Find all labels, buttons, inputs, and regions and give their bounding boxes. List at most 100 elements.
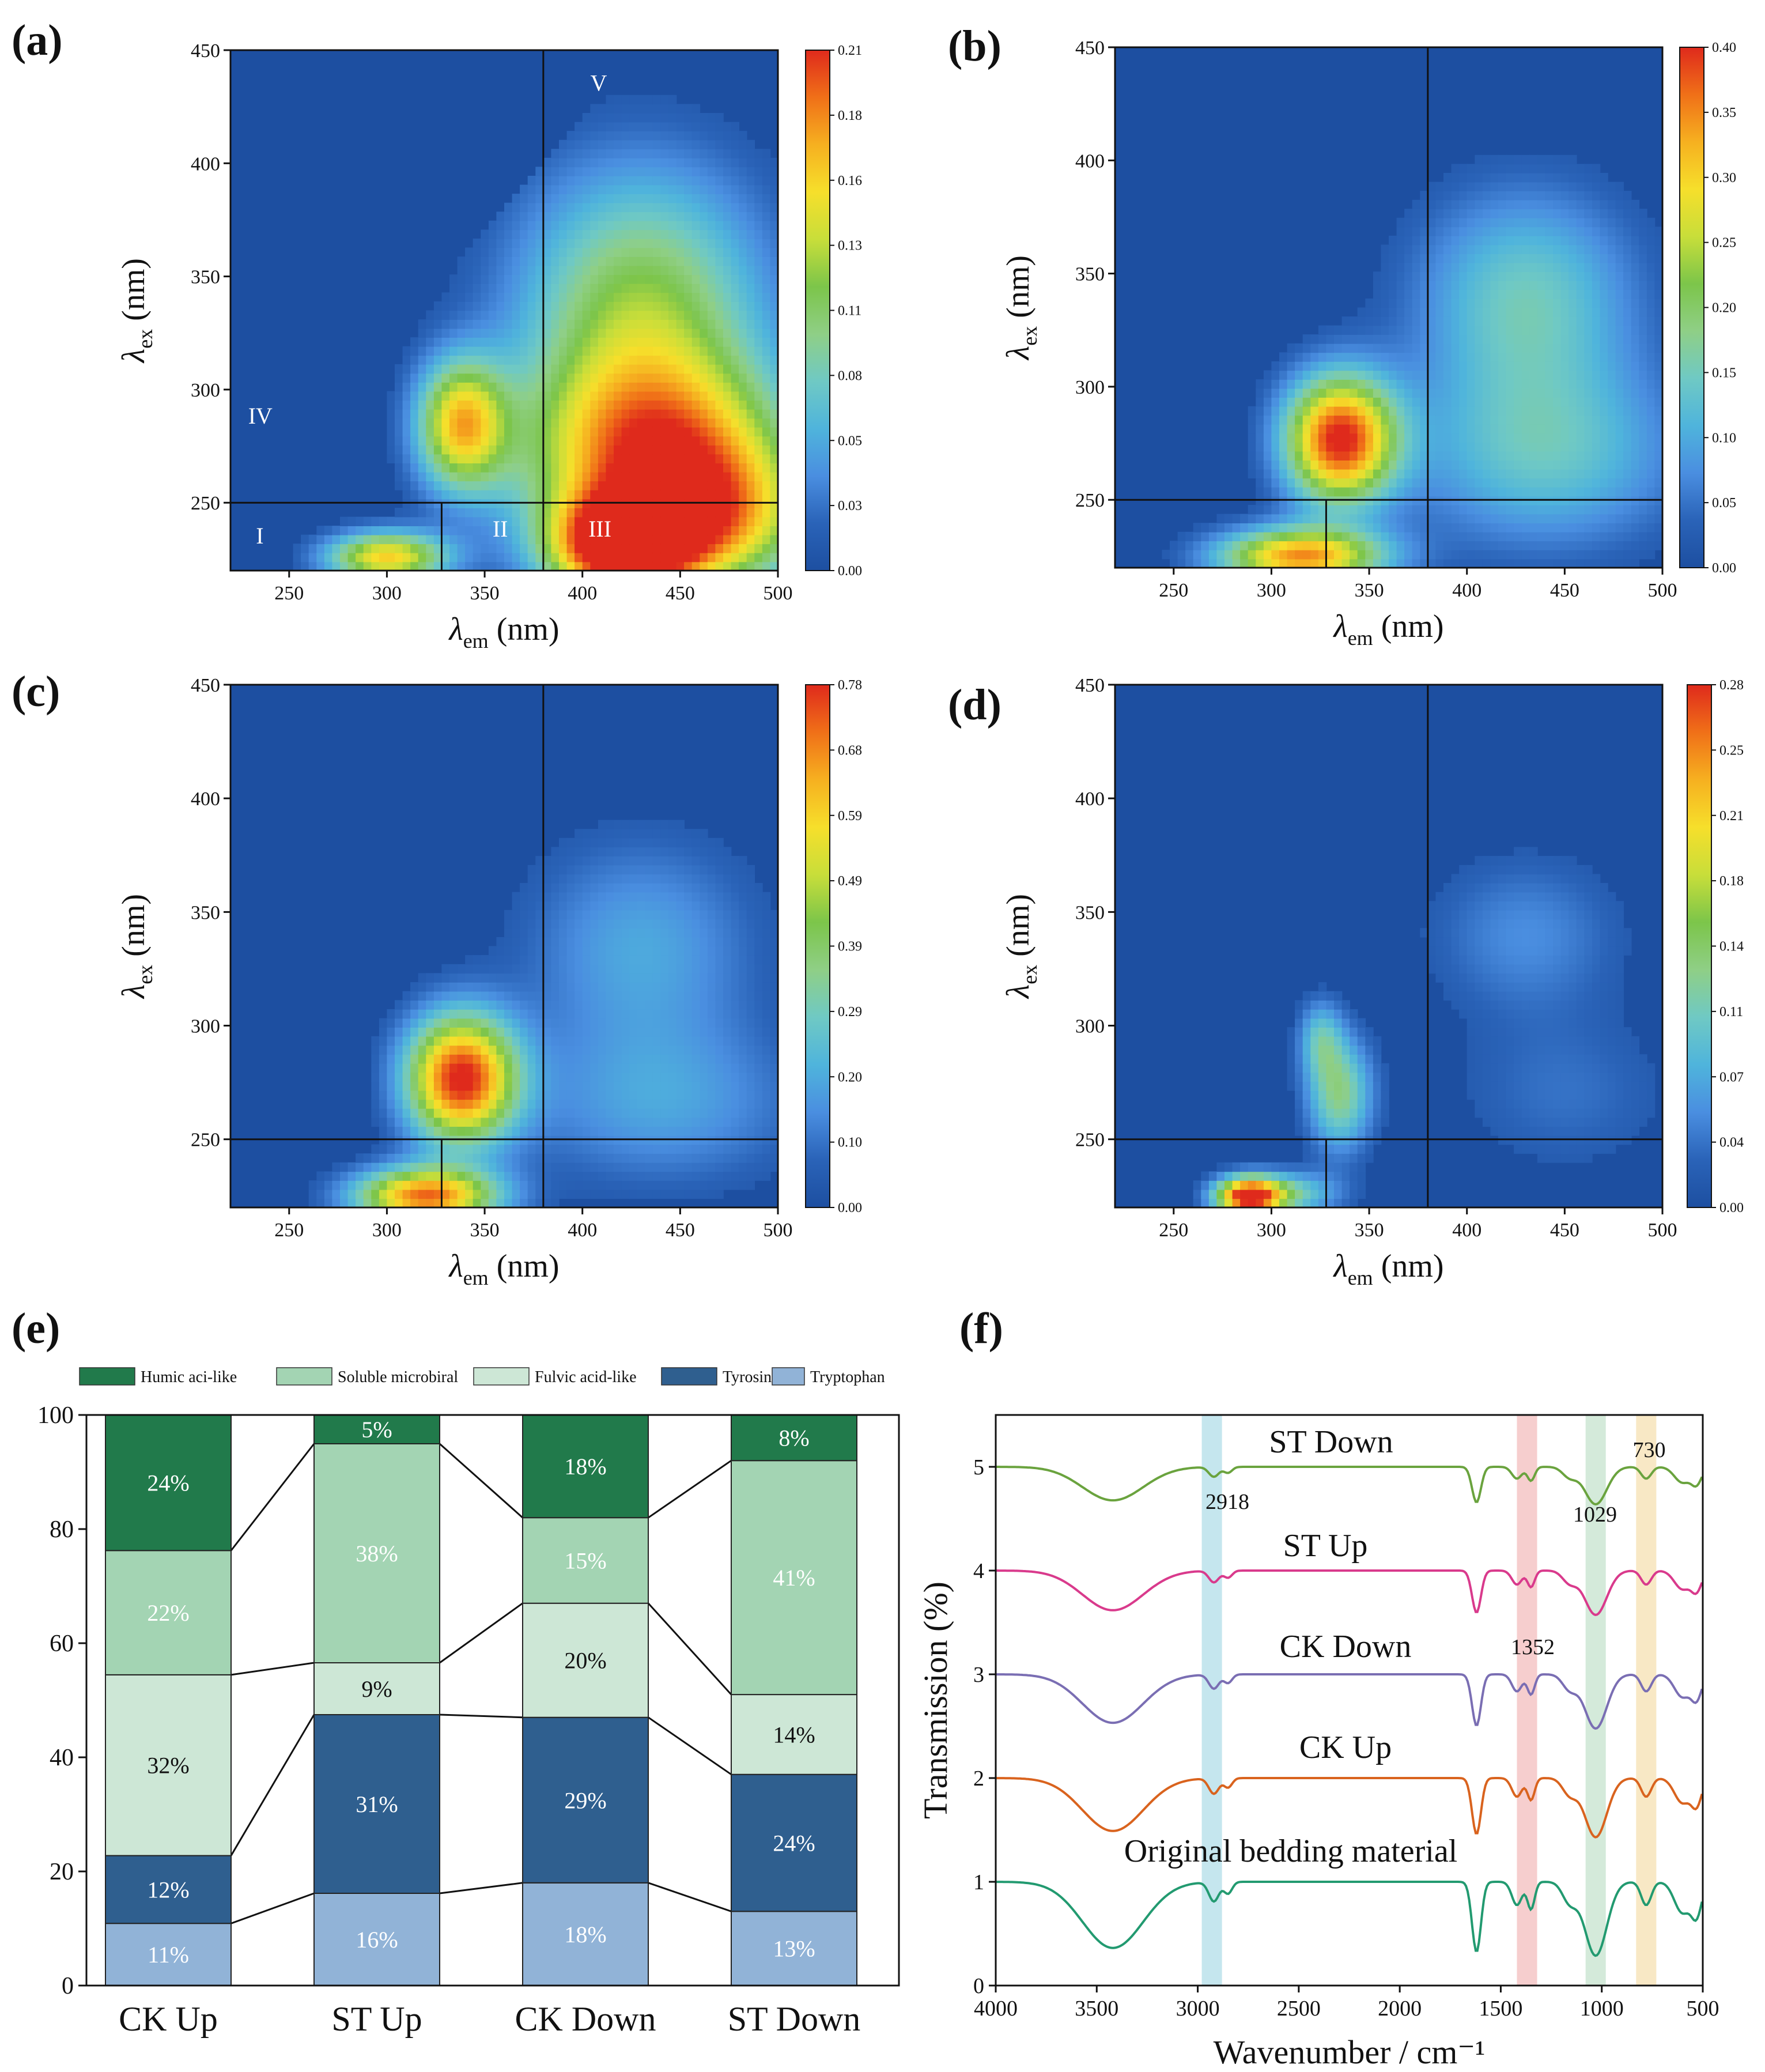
- eem-cell: [1529, 227, 1538, 236]
- eem-cell: [1615, 191, 1624, 201]
- eem-cell: [1490, 254, 1499, 263]
- eem-cell: [707, 355, 716, 365]
- eem-cell: [1451, 325, 1460, 335]
- plot-frame: [1114, 46, 1664, 569]
- eem-cell: [512, 247, 520, 257]
- eem-cell: [1654, 352, 1663, 362]
- eem-cell: [488, 247, 497, 257]
- eem-cell: [1467, 478, 1476, 488]
- eem-cell: [1443, 307, 1452, 317]
- eem-cell: [575, 454, 583, 463]
- eem-cell: [676, 247, 685, 257]
- eem-cell: [582, 310, 591, 320]
- eem-cell: [637, 418, 646, 428]
- eem-cell: [621, 95, 630, 105]
- eem-cell: [512, 1054, 520, 1064]
- eem-cell: [684, 489, 693, 500]
- eem-cell: [637, 355, 646, 365]
- eem-cell: [473, 355, 482, 365]
- eem-cell: [551, 463, 560, 473]
- eem-cell: [637, 265, 646, 275]
- eem-cell: [1396, 271, 1405, 281]
- eem-cell: [1459, 379, 1468, 389]
- eem-cell: [1412, 361, 1421, 371]
- eem-cell: [1521, 406, 1530, 416]
- eem-cell: [1467, 406, 1476, 416]
- eem-cell: [465, 1045, 474, 1055]
- eem-cell: [1326, 531, 1335, 542]
- eem-cell: [1326, 442, 1335, 452]
- eem-cell: [1537, 523, 1546, 533]
- eem-cell: [1506, 433, 1514, 443]
- eem-cell: [1545, 531, 1554, 542]
- eem-cell: [1514, 182, 1522, 191]
- eem-cell: [1592, 531, 1601, 542]
- eem-cell: [441, 508, 450, 518]
- eem-cell: [1498, 182, 1507, 191]
- eem-cell: [1639, 523, 1647, 533]
- eem-cell: [1490, 343, 1499, 353]
- eem-cell: [684, 247, 693, 257]
- eem-cell: [614, 157, 622, 168]
- eem-cell: [1373, 486, 1382, 497]
- eem-cell: [668, 346, 677, 356]
- eem-cell: [559, 220, 568, 231]
- eem-cell: [379, 1099, 388, 1109]
- eem-cell: [1537, 361, 1546, 371]
- eem-cell: [1623, 486, 1632, 497]
- eem-cell: [1318, 379, 1327, 389]
- eem-cell: [629, 95, 638, 105]
- eem-cell: [520, 283, 528, 293]
- eem-cell: [1529, 316, 1538, 326]
- eem-cell: [621, 176, 630, 186]
- eem-cell: [527, 481, 536, 490]
- eem-cell: [1271, 451, 1280, 461]
- eem-cell: [395, 1153, 403, 1163]
- eem-cell: [668, 328, 677, 338]
- eem-cell: [1302, 433, 1312, 443]
- eem-cell: [465, 418, 474, 428]
- eem-cell: [691, 373, 701, 383]
- eem-cell: [402, 1117, 411, 1127]
- eem-cell: [566, 238, 575, 248]
- eem-cell: [691, 427, 701, 437]
- eem-cell: [1529, 558, 1538, 568]
- eem-cell: [621, 113, 630, 123]
- eem-cell: [606, 319, 614, 329]
- eem-cell: [1334, 531, 1343, 542]
- eem-cell: [1443, 325, 1452, 335]
- eem-cell: [1467, 523, 1476, 533]
- eem-cell: [1389, 388, 1397, 398]
- eem-cell: [1357, 505, 1366, 515]
- eem-cell: [1365, 334, 1374, 344]
- eem-cell: [614, 508, 622, 518]
- eem-cell: [1654, 451, 1663, 461]
- eem-cell: [1365, 325, 1374, 335]
- eem-cell: [1404, 280, 1413, 290]
- eem-cell: [1287, 541, 1295, 550]
- eem-cell: [1569, 531, 1577, 542]
- eem-cell: [1490, 217, 1499, 228]
- eem-cell: [347, 561, 356, 571]
- eem-cell: [1295, 514, 1303, 523]
- eem-cell: [590, 526, 599, 535]
- eem-cell: [1427, 424, 1437, 434]
- eem-cell: [1451, 451, 1460, 461]
- eem-cell: [739, 157, 747, 168]
- eem-cell: [606, 122, 614, 131]
- eem-cell: [684, 382, 693, 392]
- eem-cell: [1646, 325, 1656, 335]
- eem-cell: [700, 489, 708, 500]
- eem-cell: [395, 364, 403, 374]
- eem-cell: [496, 1117, 505, 1127]
- eem-cell: [559, 274, 568, 284]
- eem-cell: [1600, 442, 1608, 452]
- eem-cell: [606, 373, 614, 383]
- eem-cell: [488, 534, 497, 545]
- eem-cell: [1389, 505, 1397, 515]
- eem-cell: [473, 489, 482, 500]
- eem-cell: [465, 301, 474, 311]
- eem-cell: [606, 167, 614, 176]
- eem-cell: [1600, 514, 1608, 523]
- eem-cell: [606, 301, 614, 311]
